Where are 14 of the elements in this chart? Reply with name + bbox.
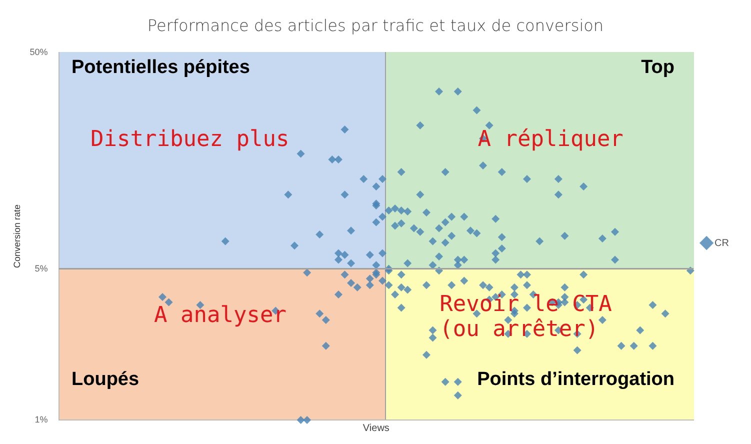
chart-title: Performance des articles par trafic et taux de conversion bbox=[146, 15, 605, 37]
y-axis-title: Conversion rate bbox=[12, 204, 22, 268]
annotation: Top bbox=[641, 56, 675, 79]
annotation: A répliquer bbox=[478, 126, 624, 152]
y-tick-label: 50% bbox=[30, 46, 48, 57]
annotation: Potentielles pépites bbox=[72, 56, 250, 79]
annotation: Distribuez plus bbox=[90, 126, 290, 152]
annotation: Loupés bbox=[72, 369, 140, 392]
annotation: Points d’interrogation bbox=[477, 369, 675, 392]
legend-label: CR bbox=[714, 238, 730, 249]
annotation: A analyser bbox=[154, 303, 286, 328]
y-tick-label: 1% bbox=[34, 414, 48, 424]
y-tick-label: 5% bbox=[34, 263, 48, 274]
x-axis-title: Views bbox=[362, 422, 390, 434]
